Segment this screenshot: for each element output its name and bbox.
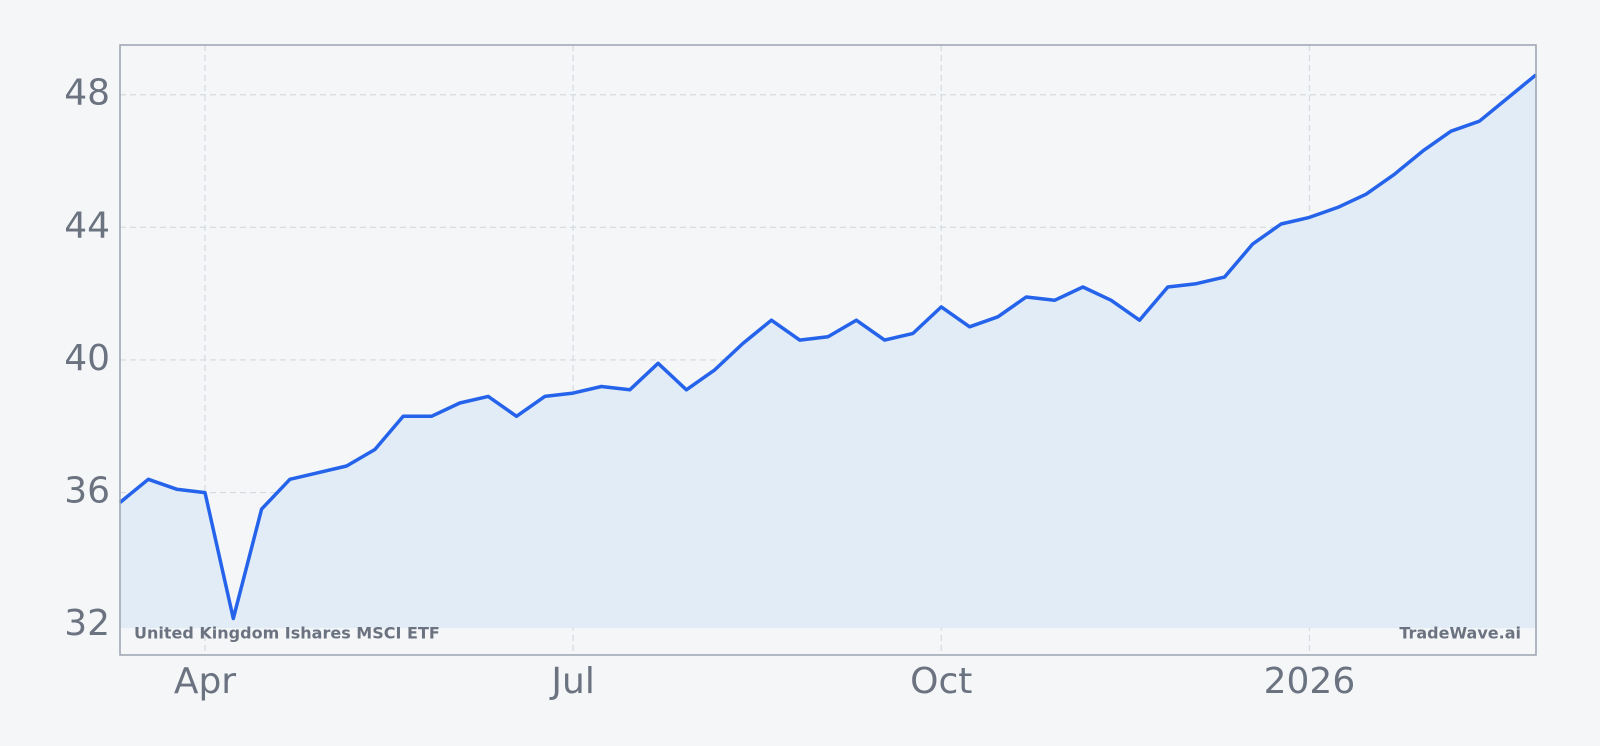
area (120, 74, 1536, 629)
x-tick-label: 2026 (1264, 661, 1356, 702)
watermark: TradeWave.ai (1399, 624, 1521, 643)
y-tick-label: 48 (64, 73, 110, 114)
plot-frame (119, 44, 1537, 656)
y-tick-label: 32 (64, 603, 110, 644)
y-tick-label: 40 (64, 338, 110, 379)
x-tick-label: Apr (174, 661, 236, 702)
line (118, 73, 1538, 621)
chart-label: United Kingdom Ishares MSCI ETF (134, 624, 440, 643)
x-tick-label: Oct (910, 661, 972, 702)
y-tick-label: 36 (64, 471, 110, 512)
y-tick-label: 44 (64, 205, 110, 246)
x-tick-label: Jul (549, 661, 594, 702)
